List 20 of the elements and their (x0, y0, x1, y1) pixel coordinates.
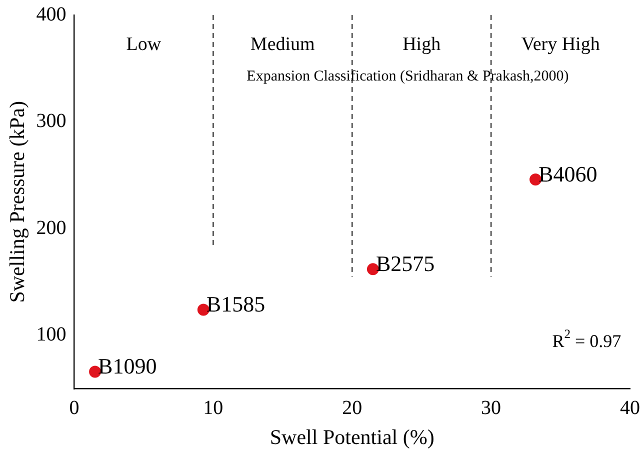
series-label: B1585 (206, 292, 266, 317)
series-label: B2575 (376, 250, 435, 276)
y-tick-label: 200 (36, 216, 66, 239)
annotation: Expansion Classification (Sridharan & Prakash,2000) (246, 68, 569, 85)
x-tick-label: 0 (69, 397, 80, 420)
y-axis-title: Swelling Pressure (kPa) (5, 100, 30, 303)
annotation: Low (126, 34, 162, 55)
y-tick-label: 100 (36, 324, 66, 346)
x-tick-label: 40 (620, 397, 640, 420)
y-tick-label: 300 (36, 110, 66, 132)
y-tick-label: 400 (36, 3, 66, 26)
x-axis-title: Swell Potential (%) (270, 424, 434, 449)
annotation: Medium (250, 34, 316, 55)
series-label: B4060 (538, 161, 598, 186)
x-tick-label: 30 (481, 397, 502, 420)
series-label: B1090 (98, 353, 157, 378)
x-tick-label: 20 (342, 397, 362, 420)
annotation: High (402, 34, 442, 55)
x-tick-label: 10 (203, 397, 224, 420)
annotation: Very High (521, 34, 600, 55)
